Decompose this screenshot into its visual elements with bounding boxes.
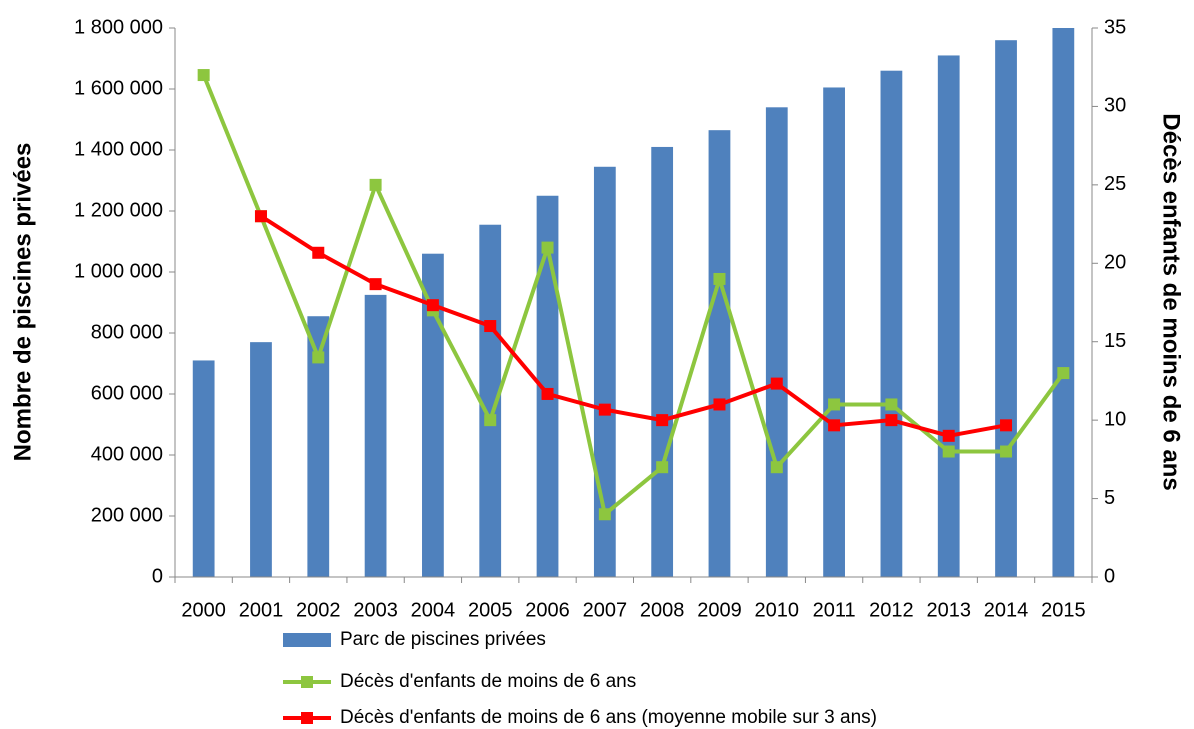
marker	[369, 178, 382, 191]
marker	[713, 272, 726, 285]
legend-label: Parc de piscines privées	[340, 629, 546, 650]
y-axis-title: Nombre de piscines privées	[9, 143, 36, 462]
bar	[250, 342, 272, 577]
marker	[713, 398, 726, 411]
marker	[828, 419, 841, 432]
y2-tick-label: 25	[1104, 173, 1126, 195]
bar	[880, 70, 903, 577]
bar	[479, 224, 502, 577]
legend-label: Décès d'enfants de moins de 6 ans (moyen…	[340, 707, 877, 728]
marker	[484, 320, 497, 333]
marker	[942, 445, 955, 458]
x-tick-label: 2012	[869, 599, 914, 621]
bar	[593, 166, 616, 577]
marker	[197, 69, 210, 82]
bar	[307, 316, 330, 577]
legend-swatch	[283, 633, 331, 647]
line	[259, 214, 1007, 438]
x-tick-label: 2010	[755, 599, 800, 621]
marker	[885, 414, 898, 427]
marker	[656, 461, 669, 474]
legend-label: Décès d'enfants de moins de 6 ans	[340, 671, 636, 692]
y2-tick-label: 20	[1104, 252, 1126, 274]
y2-axis-title: Décès enfants de moins de 6 ans	[1158, 113, 1185, 490]
x-tick-label: 2000	[181, 599, 226, 621]
bar	[651, 146, 674, 577]
bar	[823, 87, 845, 577]
bar	[536, 195, 559, 577]
marker	[828, 398, 841, 411]
y2-tick-label: 10	[1104, 408, 1126, 430]
legend-marker	[301, 712, 313, 724]
x-tick-label: 2008	[640, 599, 685, 621]
marker	[656, 414, 669, 427]
marker	[1000, 419, 1013, 432]
marker	[598, 403, 611, 416]
y-tick-label: 1 600 000	[74, 77, 163, 99]
x-tick-label: 2013	[926, 599, 971, 621]
marker	[541, 387, 554, 400]
y-tick-label: 1 800 000	[74, 16, 163, 38]
bar	[364, 294, 387, 577]
marker	[254, 210, 267, 223]
y2-tick-label: 5	[1104, 487, 1115, 509]
x-tick-label: 2007	[583, 599, 628, 621]
x-tick-label: 2011	[813, 599, 856, 621]
y-tick-label: 400 000	[91, 443, 163, 465]
marker	[1057, 367, 1070, 380]
bar	[708, 130, 731, 578]
line	[201, 74, 1065, 517]
y-tick-label: 600 000	[91, 382, 163, 404]
x-tick-label: 2009	[697, 599, 742, 621]
x-tick-label: 2001	[239, 599, 284, 621]
y2-tick-label: 15	[1104, 330, 1126, 352]
marker	[1000, 445, 1013, 458]
y2-tick-label: 30	[1104, 95, 1126, 117]
bar	[192, 360, 215, 577]
marker	[312, 246, 325, 259]
y-tick-label: 0	[152, 565, 163, 587]
x-tick-label: 2004	[411, 599, 456, 621]
y-tick-label: 1 200 000	[74, 199, 163, 221]
marker	[770, 461, 783, 474]
marker	[541, 241, 554, 254]
legend-marker	[301, 676, 313, 688]
marker	[312, 351, 325, 364]
x-tick-label: 2002	[296, 599, 341, 621]
y-tick-label: 800 000	[91, 321, 163, 343]
marker	[369, 278, 382, 291]
x-tick-label: 2005	[468, 599, 513, 621]
bar	[422, 253, 444, 577]
y-tick-label: 200 000	[91, 504, 163, 526]
x-tick-label: 2006	[525, 599, 570, 621]
marker	[770, 377, 783, 390]
bar	[1052, 28, 1075, 577]
marker	[426, 299, 439, 312]
y-tick-label: 1 400 000	[74, 138, 163, 160]
y2-tick-label: 0	[1104, 565, 1115, 587]
y-tick-label: 1 000 000	[74, 260, 163, 282]
y2-tick-label: 35	[1104, 16, 1126, 38]
bar	[995, 40, 1017, 577]
x-tick-label: 2014	[984, 599, 1029, 621]
marker	[885, 398, 898, 411]
marker	[598, 508, 611, 521]
x-tick-label: 2015	[1041, 599, 1086, 621]
bar	[937, 55, 960, 577]
x-tick-label: 2003	[353, 599, 398, 621]
marker	[484, 414, 497, 427]
bar	[765, 107, 788, 578]
legend: Parc de piscines privées Décès d'enfants …	[283, 629, 877, 728]
marker	[942, 429, 955, 442]
